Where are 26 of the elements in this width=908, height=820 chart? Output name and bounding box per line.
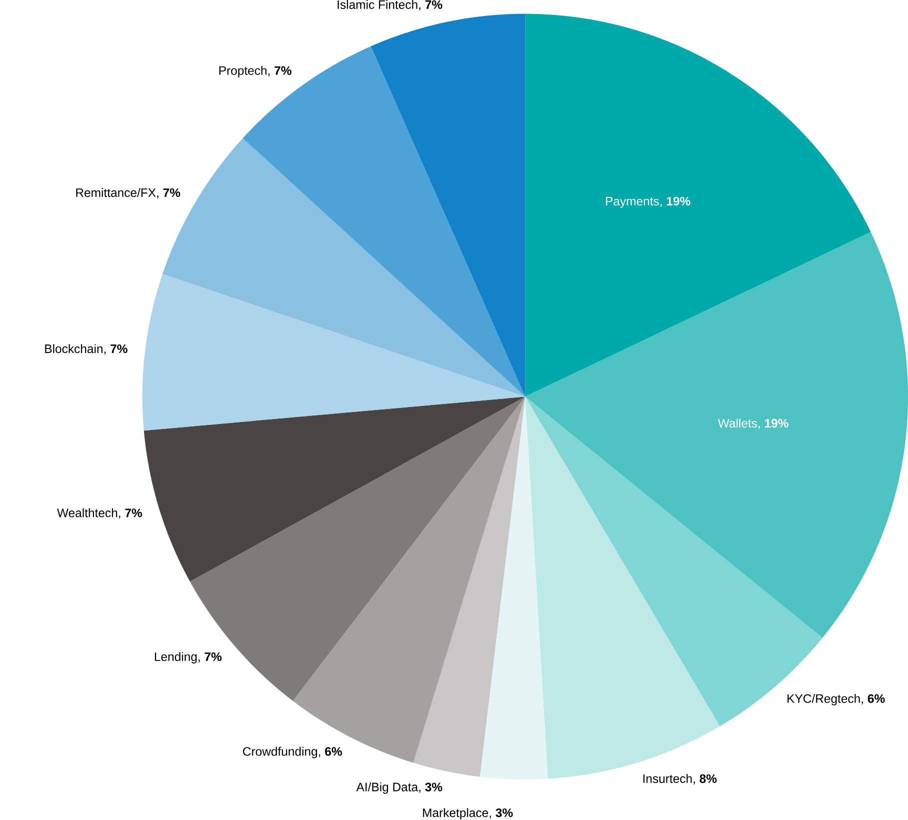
data-label: , 7%	[104, 344, 128, 355]
data-label: , 7%	[157, 188, 180, 199]
data-label: , 19%	[660, 197, 690, 208]
slice-label: AI/Big Data	[356, 782, 418, 794]
data-label: , 8%	[694, 774, 717, 785]
slice-label: Islamic Fintech	[338, 0, 418, 10]
slice-label: Remittance/FX	[76, 188, 156, 198]
slice-label: Insurtech	[643, 774, 692, 784]
slice-label: Proptech	[219, 66, 266, 78]
slice-label: KYC/Regtech	[788, 694, 860, 706]
data-label: , 7%	[119, 508, 142, 519]
data-label: , 7%	[198, 652, 222, 663]
data-label: , 7%	[268, 66, 292, 77]
data-label: , 19%	[758, 419, 788, 430]
slice-label: Wallets	[718, 418, 758, 428]
data-label: , 6%	[318, 747, 342, 758]
slice-label: Blockchain	[45, 344, 102, 354]
slice-label: Payments	[606, 197, 659, 208]
slice-label: Wealthtech	[57, 508, 118, 518]
slice-label: Lending	[154, 652, 197, 664]
data-label: , 7%	[419, 0, 442, 11]
data-label: , 6%	[862, 694, 885, 705]
slice-label: Marketplace	[423, 808, 488, 820]
slice-label: Crowdfunding	[243, 747, 318, 758]
data-label: , 3%	[490, 808, 513, 819]
data-label: , 3%	[419, 782, 442, 794]
